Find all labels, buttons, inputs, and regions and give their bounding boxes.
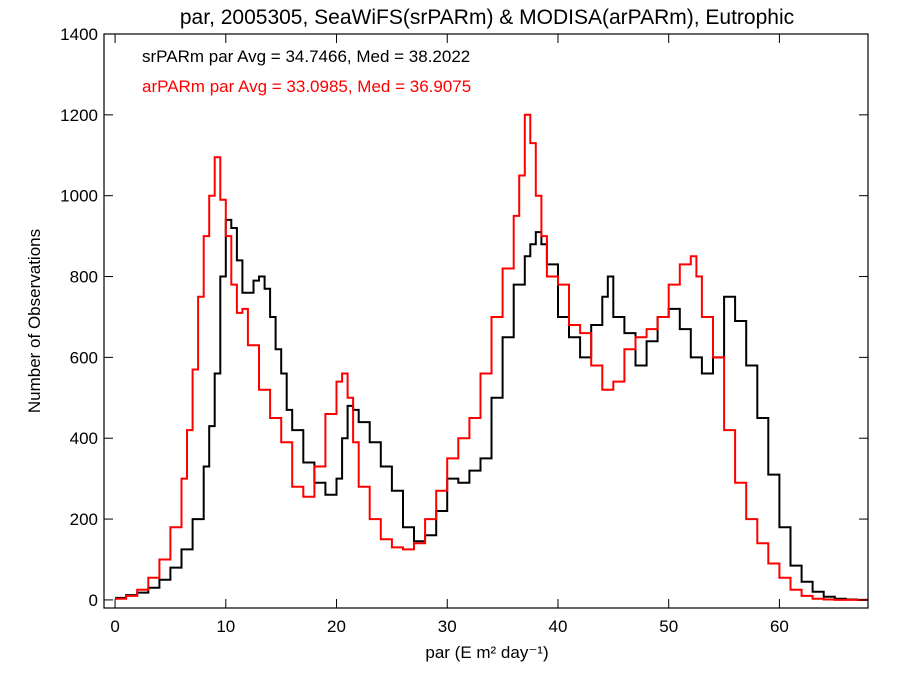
y-tick-label: 200 — [70, 510, 98, 529]
y-tick-label: 800 — [70, 268, 98, 287]
x-tick-label: 60 — [770, 617, 789, 636]
x-tick-label: 50 — [659, 617, 678, 636]
x-axis-label: par (E m² day⁻¹) — [425, 643, 548, 662]
y-tick-label: 400 — [70, 429, 98, 448]
series-layer — [115, 113, 868, 601]
y-tick-label: 1000 — [60, 187, 98, 206]
x-tick-label: 30 — [438, 617, 457, 636]
x-tick-label: 10 — [216, 617, 235, 636]
x-tick-label: 0 — [110, 617, 119, 636]
series-line-arparm — [115, 113, 868, 601]
y-tick-label: 1400 — [60, 25, 98, 44]
series-line-srparm — [115, 218, 868, 601]
legend-arparm: arPARm par Avg = 33.0985, Med = 36.9075 — [142, 77, 471, 96]
y-axis-label: Number of Observations — [25, 229, 44, 413]
x-tick-label: 40 — [549, 617, 568, 636]
y-tick-label: 600 — [70, 348, 98, 367]
plot-frame — [103, 33, 869, 609]
chart-title: par, 2005305, SeaWiFS(srPARm) & MODISA(a… — [180, 6, 794, 29]
legend-srparm: srPARm par Avg = 34.7466, Med = 38.2022 — [142, 47, 470, 66]
x-tick-label: 20 — [327, 617, 346, 636]
y-tick-label: 1200 — [60, 106, 98, 125]
y-tick-label: 0 — [89, 591, 98, 610]
